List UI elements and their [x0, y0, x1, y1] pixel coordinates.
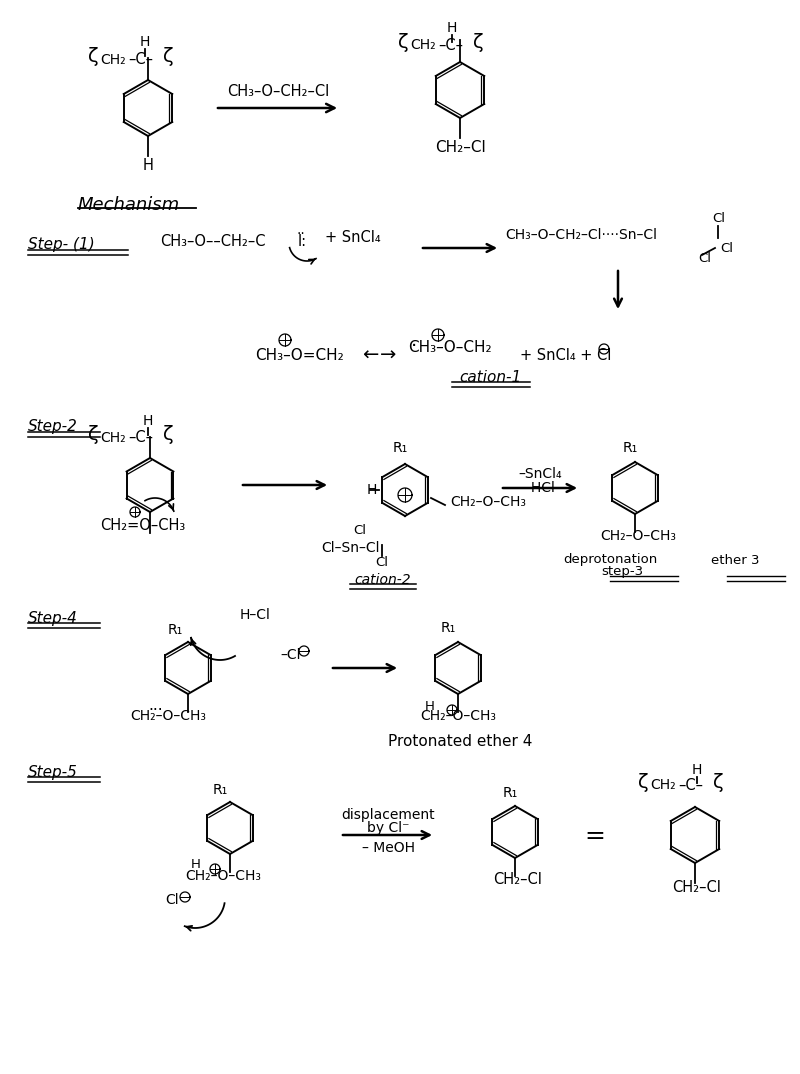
Text: CH₂: CH₂: [100, 53, 126, 67]
Text: Step-4: Step-4: [28, 610, 78, 625]
Text: deprotonation: deprotonation: [563, 553, 657, 566]
Text: CH₂–O–CH₃: CH₂–O–CH₃: [600, 529, 676, 543]
Text: ζ: ζ: [163, 47, 174, 67]
Text: –HCl: –HCl: [525, 481, 555, 495]
Text: + SnCl₄ + Cl: + SnCl₄ + Cl: [520, 348, 611, 363]
Text: .: .: [411, 331, 417, 349]
Text: H: H: [191, 858, 201, 871]
Text: ···: ···: [149, 702, 163, 717]
Text: Cl: Cl: [720, 242, 733, 255]
Text: ζ: ζ: [473, 32, 483, 52]
Text: R₁: R₁: [212, 783, 228, 797]
Text: step-3: step-3: [601, 566, 643, 579]
Text: cation-1: cation-1: [459, 371, 521, 386]
Text: CH₂: CH₂: [100, 431, 126, 445]
Text: ..: ..: [296, 223, 305, 237]
Text: ζ: ζ: [88, 47, 98, 67]
Text: R₁: R₁: [167, 623, 182, 637]
Text: CH₃–O–CH₂–Cl····Sn–Cl: CH₃–O–CH₂–Cl····Sn–Cl: [505, 228, 657, 242]
Text: ζ: ζ: [713, 772, 723, 792]
Text: + SnCl₄: + SnCl₄: [325, 231, 381, 246]
Text: Protonated ether 4: Protonated ether 4: [388, 735, 532, 750]
Text: H: H: [140, 35, 150, 49]
Text: CH₃–O=CH₂: CH₃–O=CH₂: [255, 348, 344, 363]
Text: by Cl⁻: by Cl⁻: [366, 821, 410, 834]
Text: CH₂–Cl: CH₂–Cl: [434, 140, 486, 155]
Text: ←: ←: [362, 346, 378, 364]
Text: CH₃–O––CH₂–C: CH₃–O––CH₂–C: [160, 234, 266, 249]
Text: CH₂–O–CH₃: CH₂–O–CH₃: [130, 709, 206, 723]
Text: H: H: [447, 21, 457, 35]
Text: H: H: [692, 763, 702, 777]
Text: Cl–Sn–Cl: Cl–Sn–Cl: [321, 541, 379, 555]
Text: CH₂–O–CH₃: CH₂–O–CH₃: [450, 495, 526, 509]
Text: Cl: Cl: [698, 251, 711, 264]
Text: ζ: ζ: [398, 32, 409, 52]
Text: CH₃–O–CH₂–Cl: CH₃–O–CH₂–Cl: [227, 85, 329, 100]
Text: Cl: Cl: [165, 892, 178, 908]
Text: =: =: [585, 824, 606, 848]
Text: Cl: Cl: [354, 523, 366, 537]
Text: ζ: ζ: [638, 772, 649, 792]
Text: displacement: displacement: [341, 808, 435, 822]
Text: –C–: –C–: [678, 778, 703, 793]
Text: R₁: R₁: [622, 441, 638, 455]
Text: – MeOH: – MeOH: [362, 841, 414, 855]
Text: H–Cl: H–Cl: [239, 608, 270, 622]
Text: H: H: [142, 158, 154, 173]
Text: Step- (1): Step- (1): [28, 237, 94, 252]
Text: Step-5: Step-5: [28, 765, 78, 780]
Text: ζ: ζ: [88, 425, 98, 445]
Text: cation-2: cation-2: [354, 574, 411, 587]
Text: CH₃–O–CH₂: CH₃–O–CH₂: [408, 340, 492, 355]
Text: Mechanism: Mechanism: [78, 195, 180, 214]
Text: →: →: [380, 346, 396, 364]
Text: –Cl: –Cl: [280, 648, 301, 662]
Text: Cl: Cl: [375, 555, 389, 568]
Text: Cl: Cl: [712, 212, 725, 224]
Text: CH₂: CH₂: [650, 778, 676, 792]
Text: CH₂=O–CH₃: CH₂=O–CH₃: [100, 518, 186, 533]
Text: ζ: ζ: [163, 425, 174, 445]
Text: R₁: R₁: [440, 621, 456, 635]
Text: R₁: R₁: [502, 786, 518, 800]
Text: –C–: –C–: [438, 38, 463, 53]
Text: CH₂–O–CH₃: CH₂–O–CH₃: [420, 709, 496, 723]
Text: –C–: –C–: [128, 53, 153, 68]
Text: l:: l:: [298, 234, 307, 249]
Text: –SnCl₄: –SnCl₄: [518, 467, 562, 481]
Text: H: H: [143, 413, 153, 429]
Text: –C–: –C–: [128, 431, 153, 446]
Text: H: H: [425, 699, 435, 712]
Text: H: H: [367, 483, 377, 497]
Text: ether 3: ether 3: [710, 553, 759, 566]
Text: R₁: R₁: [392, 441, 408, 455]
Text: CH₂: CH₂: [410, 38, 436, 52]
Text: Step-2: Step-2: [28, 420, 78, 435]
Text: CH₂–O–CH₃: CH₂–O–CH₃: [185, 869, 261, 883]
Text: CH₂–Cl: CH₂–Cl: [493, 872, 542, 887]
Text: CH₂–Cl: CH₂–Cl: [672, 880, 721, 895]
